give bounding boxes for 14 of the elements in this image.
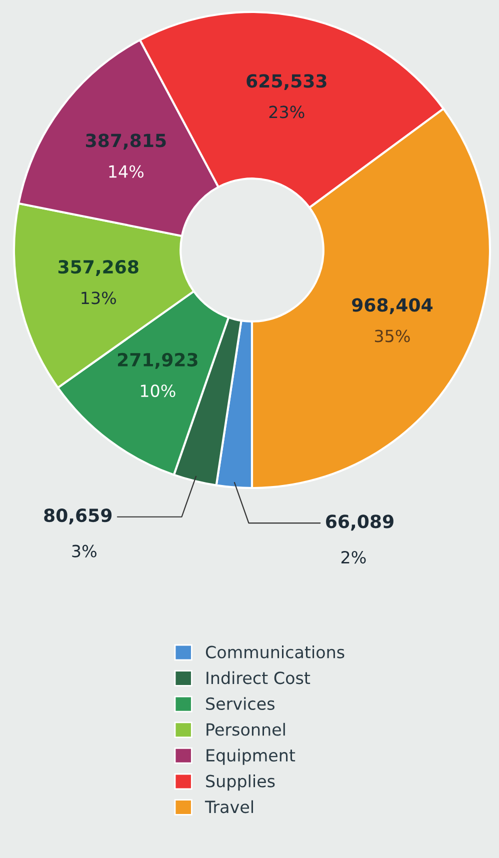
data-label: 80,659 3%	[44, 508, 112, 558]
data-label: 271,923 10%	[118, 352, 198, 398]
legend-label: Personnel	[206, 722, 285, 736]
data-label: 625,533 23%	[246, 74, 326, 118]
legend-label: Services	[206, 697, 274, 710]
legend-label: Communications	[206, 646, 344, 658]
data-label: 968,404 35%	[352, 298, 433, 342]
legend-label: Indirect Cost	[206, 671, 310, 684]
data-label: 387,815 14%	[86, 134, 166, 178]
data-label: 66,089 2%	[326, 514, 394, 564]
legend-label: Travel	[204, 800, 253, 814]
data-label: 357,268 13%	[58, 260, 138, 304]
legend-label: Equipment	[206, 748, 296, 765]
legend-label: Supplies	[206, 774, 275, 791]
